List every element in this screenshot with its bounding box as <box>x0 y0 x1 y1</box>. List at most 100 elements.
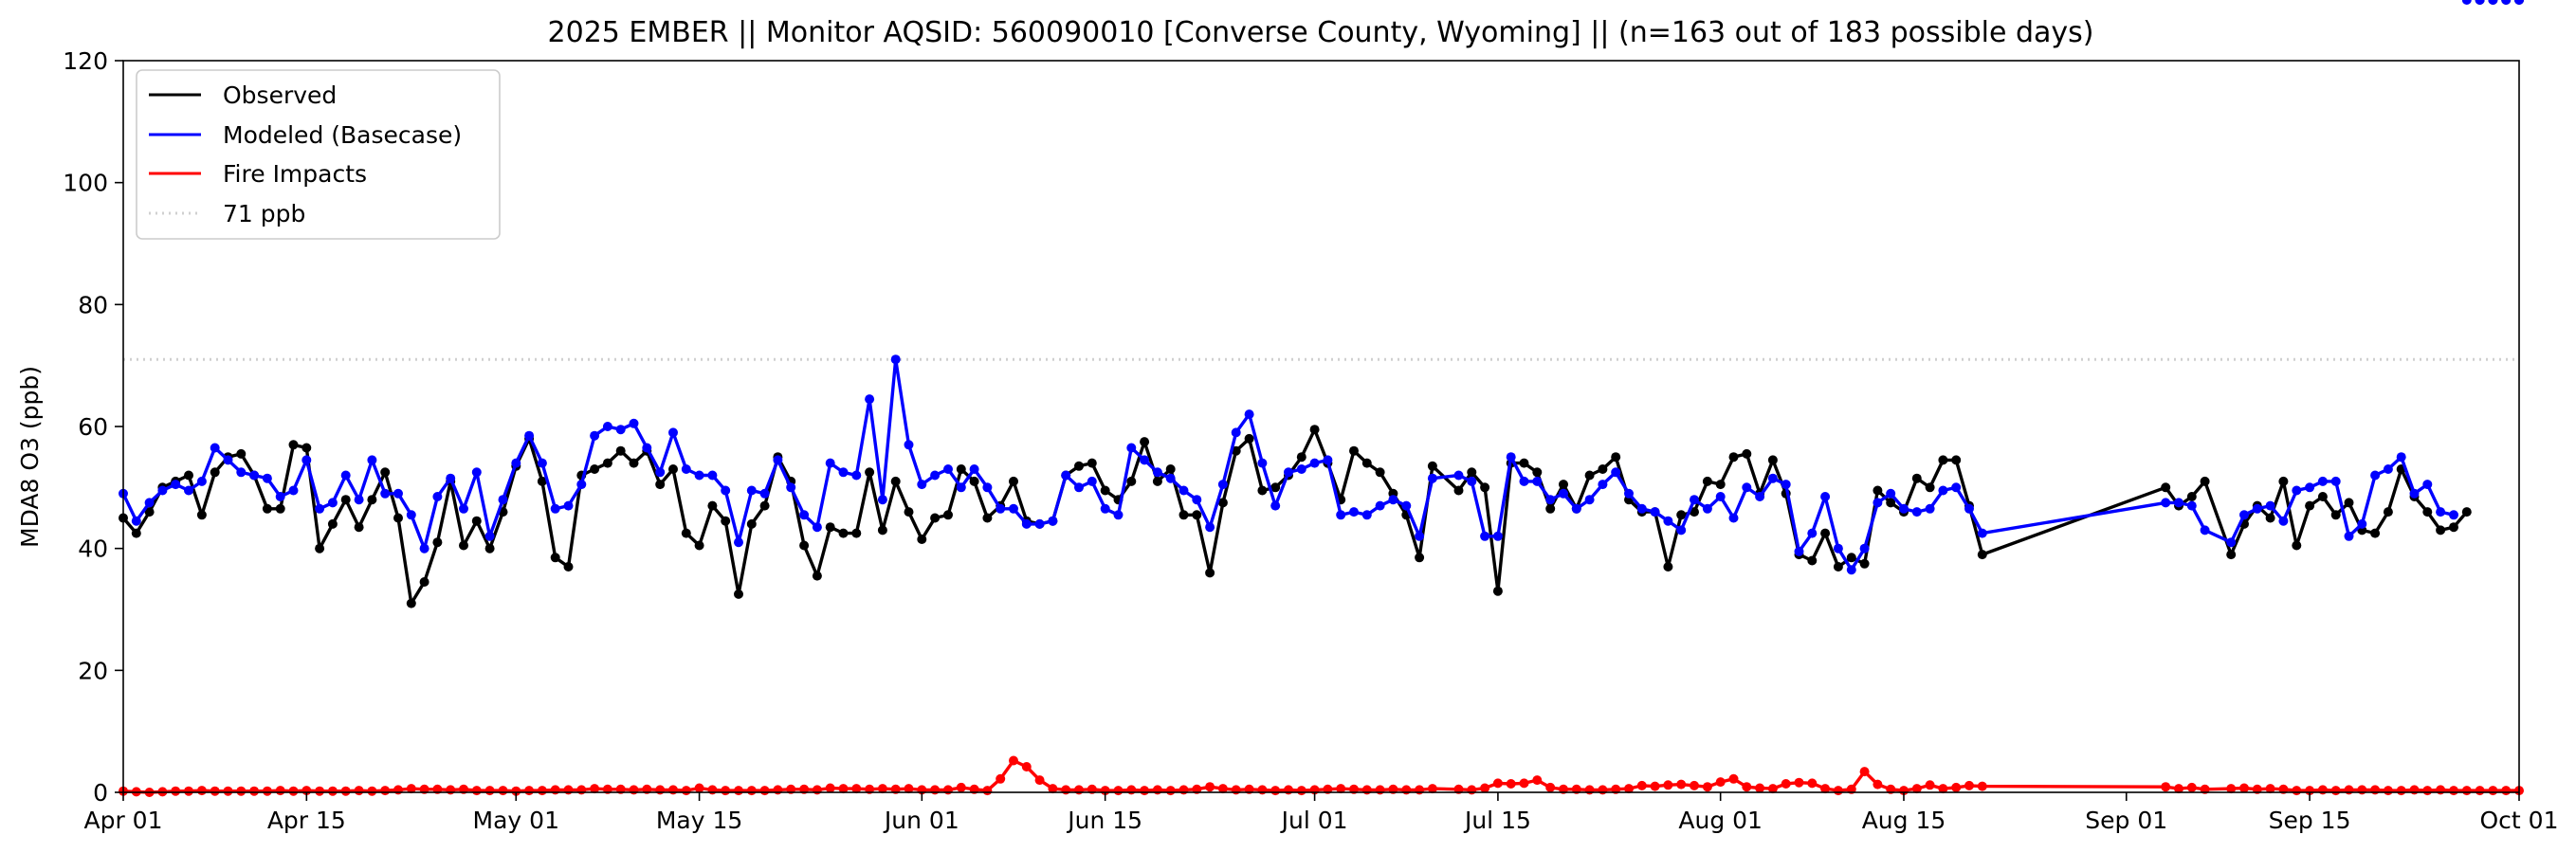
y-tick-label: 60 <box>78 413 108 441</box>
data-point-modeled <box>930 470 941 481</box>
data-point-observed <box>1820 528 1831 538</box>
data-point-observed <box>746 518 757 529</box>
data-point-fire-impacts <box>2449 786 2458 796</box>
data-point-observed <box>2449 522 2458 533</box>
data-point-modeled <box>904 440 914 450</box>
data-point-modeled <box>1453 470 1464 481</box>
data-point-modeled <box>1284 467 1293 478</box>
series-fire-impacts <box>119 755 2524 797</box>
data-point-modeled <box>1270 500 1281 511</box>
data-point-fire-impacts <box>1152 785 1162 795</box>
data-point-fire-impacts <box>982 786 993 796</box>
x-tick-label: Sep 15 <box>2269 807 2351 834</box>
data-point-observed <box>340 495 351 505</box>
data-point-observed <box>904 507 914 517</box>
data-point-fire-impacts <box>380 786 391 796</box>
data-point-observed <box>1532 467 1543 478</box>
data-point-observed <box>1702 476 1712 486</box>
data-point-modeled <box>484 531 495 541</box>
data-point-observed <box>1244 433 1254 444</box>
data-point-observed <box>799 540 810 551</box>
data-point-fire-impacts <box>484 786 495 796</box>
data-point-fire-impacts <box>825 783 835 793</box>
data-point-modeled <box>1217 480 1228 490</box>
data-point-observed <box>1165 464 1176 474</box>
data-point-fire-impacts <box>746 786 757 796</box>
data-point-modeled <box>354 495 364 505</box>
data-point-modeled <box>2436 507 2446 517</box>
data-point-modeled <box>1925 503 1935 514</box>
data-point-modeled <box>380 488 391 499</box>
data-point-observed <box>184 470 193 481</box>
series-layer <box>119 0 2524 797</box>
data-point-fire-impacts <box>1519 778 1529 789</box>
data-point-observed <box>1911 473 1922 483</box>
data-point-modeled <box>459 503 468 514</box>
data-point-fire-impacts <box>668 785 678 795</box>
data-point-fire-impacts <box>524 786 535 796</box>
data-point-observed <box>315 543 325 554</box>
data-point-modeled <box>2461 0 2472 5</box>
data-point-observed <box>1178 510 1189 520</box>
data-point-modeled <box>1571 503 1581 514</box>
data-point-fire-impacts <box>1636 780 1647 790</box>
data-point-observed <box>721 516 731 526</box>
data-point-fire-impacts <box>1126 785 1137 795</box>
data-point-fire-impacts <box>2174 784 2183 794</box>
data-point-modeled <box>210 443 220 453</box>
data-point-modeled <box>668 427 678 438</box>
data-point-fire-impacts <box>262 786 272 796</box>
data-point-observed <box>419 577 429 587</box>
data-point-fire-impacts <box>2344 785 2354 795</box>
data-point-modeled <box>1886 488 1896 499</box>
data-point-fire-impacts <box>1676 779 1687 789</box>
data-point-observed <box>537 476 547 486</box>
data-point-fire-impacts <box>1859 767 1870 777</box>
data-point-modeled <box>1650 507 1660 517</box>
data-point-modeled <box>1715 492 1726 501</box>
data-point-fire-impacts <box>1977 781 1987 791</box>
data-point-observed <box>1217 498 1228 508</box>
data-point-fire-impacts <box>210 786 220 796</box>
data-point-modeled <box>2186 500 2197 511</box>
data-point-modeled <box>2278 516 2289 526</box>
data-point-observed <box>956 464 966 474</box>
data-point-observed <box>590 464 600 474</box>
data-point-observed <box>1140 437 1150 447</box>
data-point-observed <box>406 598 416 608</box>
data-point-observed <box>1859 558 1870 569</box>
data-point-modeled <box>786 482 796 493</box>
data-point-modeled <box>498 495 508 505</box>
data-point-observed <box>890 476 901 486</box>
data-point-modeled <box>2514 0 2524 5</box>
data-point-fire-impacts <box>1257 785 1268 795</box>
data-point-observed <box>2370 528 2381 538</box>
data-point-modeled <box>1690 495 1699 505</box>
data-point-observed <box>1807 555 1818 566</box>
data-point-modeled <box>2239 510 2249 520</box>
data-point-observed <box>629 458 639 468</box>
data-point-fire-impacts <box>707 785 718 795</box>
chart-title: 2025 EMBER || Monitor AQSID: 560090010 [… <box>548 16 2094 49</box>
data-point-observed <box>1415 553 1425 563</box>
data-point-observed <box>1192 510 1202 520</box>
data-point-modeled <box>2475 0 2485 5</box>
data-point-observed <box>327 518 338 529</box>
data-point-modeled <box>2174 498 2183 508</box>
data-point-observed <box>1492 586 1503 596</box>
data-point-modeled <box>1309 458 1320 468</box>
data-point-fire-impacts <box>2461 786 2472 796</box>
x-tick-label: Aug 15 <box>1862 807 1946 834</box>
data-point-modeled <box>1126 443 1137 453</box>
data-point-observed <box>367 495 377 505</box>
data-point-modeled <box>2161 498 2171 508</box>
data-point-modeled <box>2383 464 2393 474</box>
data-point-observed <box>288 440 299 450</box>
data-point-modeled <box>2396 452 2406 463</box>
data-point-modeled <box>2501 0 2512 5</box>
x-tick-label: Jun 01 <box>883 807 959 834</box>
data-point-fire-impacts <box>851 784 862 794</box>
x-tick-label: Jun 15 <box>1066 807 1142 834</box>
data-point-fire-impacts <box>406 784 416 794</box>
y-tick-label: 0 <box>93 779 108 807</box>
